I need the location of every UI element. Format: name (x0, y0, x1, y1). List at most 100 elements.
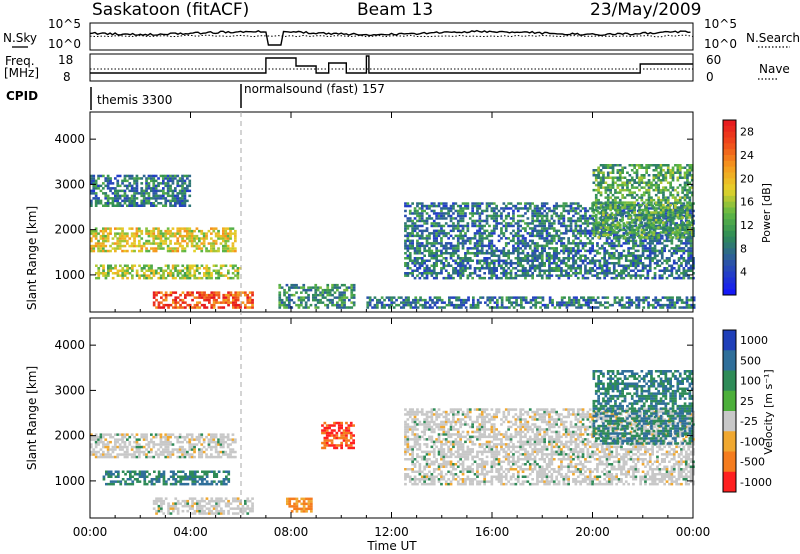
power-cell-5 (637, 298, 641, 302)
power-cell-6 (413, 212, 417, 215)
power-cell-7 (650, 213, 653, 217)
power-cell-0 (193, 249, 196, 253)
power-cell-6 (514, 267, 518, 270)
power-cell-6 (576, 202, 580, 205)
power-cell-2 (236, 306, 240, 309)
power-cell-5 (539, 296, 542, 299)
power-cell-6 (536, 207, 539, 210)
power-cell-6 (644, 222, 647, 225)
power-cell-6 (444, 232, 448, 235)
power-cell-6 (512, 252, 515, 255)
power-cell-5 (479, 296, 482, 299)
power-cell-1 (236, 272, 240, 275)
velocity-cell-0 (106, 440, 110, 444)
power-cell-6 (675, 276, 678, 280)
power-cell-6 (579, 209, 582, 213)
power-cell-0 (118, 247, 122, 250)
power-cell-0 (133, 242, 136, 245)
power-cell-5 (462, 303, 466, 307)
power-cell-6 (569, 207, 573, 210)
power-cell-6 (478, 267, 482, 270)
power-cell-6 (500, 207, 503, 210)
power-cell-2 (212, 298, 216, 302)
power-cell-7 (609, 191, 612, 194)
power-cell-6 (519, 219, 522, 223)
power-cell-6 (557, 237, 561, 240)
power-cell-7 (662, 179, 665, 182)
power-cell-1 (186, 276, 189, 280)
power-cell-6 (461, 202, 465, 205)
velocity-cell-0 (121, 445, 124, 449)
power-cell-6 (444, 259, 448, 262)
power-cell-6 (648, 262, 652, 265)
power-cell-6 (605, 267, 609, 270)
power-cell-6 (495, 222, 498, 225)
power-cell-6 (665, 276, 669, 280)
power-cell-7 (666, 201, 670, 204)
power-cell-0 (150, 242, 153, 245)
power-cell-7 (642, 181, 646, 184)
power-cell-6 (459, 207, 462, 210)
power-cell-6 (408, 209, 412, 213)
power-cell-7 (671, 211, 675, 214)
power-cell-3 (183, 202, 187, 205)
power-cell-7 (664, 174, 668, 177)
power-cell-6 (536, 242, 539, 245)
power-cell-6 (656, 232, 659, 235)
power-cell-6 (627, 254, 630, 257)
power-cell-7 (650, 218, 653, 222)
power-cell-6 (672, 247, 676, 250)
power-cell-0 (118, 232, 122, 235)
power-cell-2 (181, 298, 185, 302)
velocity-cell-0 (92, 448, 96, 451)
velocity-cell-0 (99, 438, 103, 441)
power-cell-7 (690, 166, 694, 169)
power-cell-2 (160, 306, 163, 309)
power-cell-6 (502, 272, 506, 275)
power-cell-0 (224, 229, 228, 233)
power-cell-5 (671, 301, 674, 304)
power-cell-2 (215, 301, 218, 304)
power-cell-6 (408, 204, 412, 208)
power-cell-6 (584, 257, 587, 260)
power-cell-2 (184, 301, 187, 304)
power-cell-7 (659, 213, 663, 217)
power-cell-1 (152, 272, 156, 275)
power-cell-6 (500, 249, 503, 253)
power-cell-7 (652, 228, 656, 232)
power-cell-6 (430, 257, 434, 260)
power-cell-6 (507, 262, 510, 265)
power-cell-6 (646, 247, 650, 250)
power-cell-6 (478, 207, 482, 210)
power-cell-0 (162, 232, 165, 235)
power-cell-4 (316, 298, 320, 302)
power-cell-0 (147, 239, 151, 243)
power-cell-6 (473, 204, 477, 208)
power-cell-3 (92, 189, 96, 193)
power-cell-6 (471, 212, 474, 215)
power-cell-7 (647, 196, 651, 199)
power-cell-0 (231, 242, 235, 245)
power-cell-6 (574, 229, 578, 233)
power-cell-6 (560, 222, 563, 225)
power-cell-2 (172, 306, 175, 309)
power-cell-6 (560, 262, 563, 265)
nsky-panel: N.Sky 10^5 10^0 10^5 10^0 N.Search (3, 17, 800, 51)
power-cell-0 (157, 242, 160, 245)
power-cell-2 (227, 303, 230, 307)
power-cell-0 (202, 239, 206, 243)
power-cell-3 (135, 204, 139, 207)
power-cell-6 (447, 209, 450, 213)
power-cell-6 (610, 272, 614, 275)
power-cell-7 (628, 188, 632, 192)
power-cell-6 (497, 214, 501, 218)
power-cell-0 (210, 249, 213, 253)
power-cell-7 (647, 203, 651, 207)
power-cell-7 (683, 226, 687, 229)
power-cell-3 (138, 192, 141, 195)
power-cell-0 (202, 244, 206, 248)
power-cell-2 (227, 296, 230, 299)
power-cell-5 (522, 306, 526, 309)
power-cell-0 (97, 249, 100, 253)
power-cell-6 (624, 254, 628, 257)
